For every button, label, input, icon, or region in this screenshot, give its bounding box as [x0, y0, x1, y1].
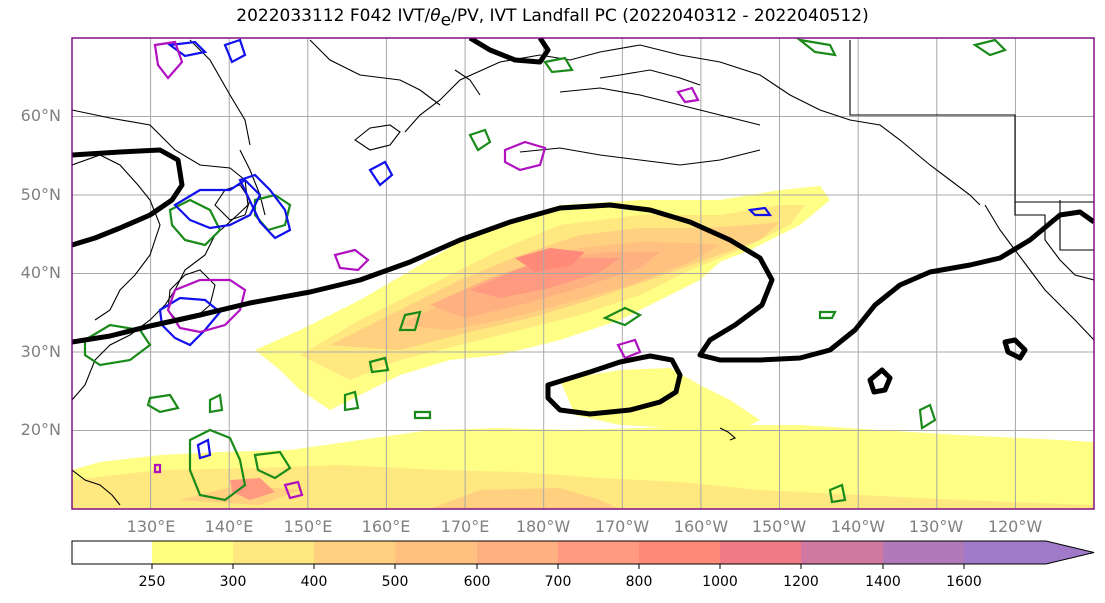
lon-label-150w: 150°W — [751, 517, 807, 536]
colorbar-label: 400 — [300, 574, 328, 590]
lon-label-170e: 170°E — [440, 517, 490, 536]
theta-e-contours — [83, 38, 1008, 504]
colorbar-label: 500 — [381, 574, 409, 590]
lon-label-160w: 160°W — [673, 517, 729, 536]
lon-label-130e: 130°E — [126, 517, 176, 536]
lat-label-20: 20°N — [20, 420, 61, 439]
colorbar-label: 300 — [219, 574, 247, 590]
lat-label-30: 30°N — [20, 342, 61, 361]
coastlines — [72, 39, 1094, 506]
lon-label-180w: 180°W — [515, 517, 571, 536]
lon-label-130w: 130°W — [908, 517, 964, 536]
colorbar-label: 1400 — [865, 574, 901, 590]
lat-label-50: 50°N — [20, 185, 61, 204]
colorbar-label: 1200 — [783, 574, 819, 590]
colorbar-label: 800 — [625, 574, 653, 590]
colorbar-label: 250 — [138, 574, 166, 590]
landfall-pc-contour — [72, 38, 1094, 417]
colorbar — [71, 540, 1095, 569]
map-frame — [71, 37, 1095, 510]
colorbar-label: 1600 — [946, 574, 982, 590]
colorbar-label: 700 — [544, 574, 572, 590]
lon-label-160e: 160°E — [361, 517, 411, 536]
lat-label-40: 40°N — [20, 263, 61, 282]
lon-label-150e: 150°E — [283, 517, 333, 536]
ivt-filled-contours — [72, 186, 1094, 509]
colorbar-label: 600 — [463, 574, 491, 590]
lat-label-60: 60°N — [20, 106, 61, 125]
lon-label-140w: 140°W — [830, 517, 886, 536]
lon-label-140e: 140°E — [204, 517, 254, 536]
lon-label-170w: 170°W — [594, 517, 650, 536]
lon-label-120w: 120°W — [987, 517, 1043, 536]
map-title: 2022033112 F042 IVT/θe/PV, IVT Landfall … — [236, 6, 869, 31]
colorbar-label: 1000 — [702, 574, 738, 590]
gridlines — [72, 38, 1094, 509]
